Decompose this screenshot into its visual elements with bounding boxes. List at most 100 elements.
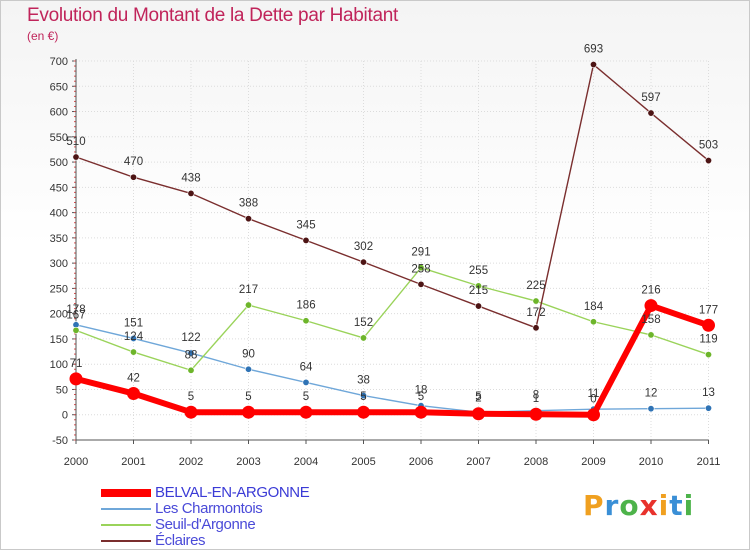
y-tick-label: 50 — [56, 384, 68, 396]
x-tick-label: 2007 — [466, 456, 490, 468]
data-point-0 — [127, 387, 140, 401]
data-label-2: 255 — [469, 265, 488, 277]
data-label-0: 177 — [699, 304, 718, 316]
legend-label: Éclaires — [155, 532, 206, 549]
data-point-1 — [130, 334, 138, 342]
x-tick-label: 2008 — [524, 456, 548, 468]
data-point-1 — [704, 404, 712, 412]
data-label-2: 225 — [526, 280, 545, 292]
data-point-3 — [245, 215, 253, 223]
data-point-0 — [472, 407, 485, 421]
data-label-0: 42 — [127, 373, 140, 385]
grid-lines — [75, 60, 709, 441]
data-label-0: 71 — [70, 358, 83, 370]
series-line-3 — [75, 63, 709, 329]
data-point-0 — [357, 405, 370, 419]
data-point-1 — [359, 392, 367, 400]
y-tick-label: 450 — [50, 182, 68, 194]
data-label-1: 64 — [300, 361, 313, 373]
x-tick-label: 2002 — [179, 456, 203, 468]
data-point-0 — [644, 299, 658, 313]
data-point-0 — [299, 405, 313, 419]
data-point-1 — [302, 378, 310, 386]
y-tick-label: 500 — [50, 157, 68, 169]
y-tick-label: 550 — [50, 132, 68, 144]
data-label-1: 178 — [66, 304, 85, 316]
data-point-3 — [130, 173, 138, 181]
data-label-0: 5 — [245, 391, 251, 403]
data-label-3: 438 — [181, 172, 200, 184]
legend: BELVAL-EN-ARGONNE Les Charmontois Seuil-d'… — [101, 485, 361, 549]
data-label-3: 388 — [239, 198, 258, 210]
x-tick-label: 2001 — [121, 456, 145, 468]
proxiti-logo: Proxiti — [583, 489, 694, 522]
data-label-3: 302 — [354, 241, 373, 253]
chart-title: Evolution du Montant de la Dette par Hab… — [27, 5, 398, 26]
logo-letter: x — [639, 489, 659, 522]
data-label-3: 258 — [411, 263, 430, 275]
legend-label: Les Charmontois — [155, 500, 263, 517]
data-label-2: 124 — [124, 331, 144, 343]
logo-letter: t — [669, 489, 684, 522]
data-label-2: 119 — [699, 334, 717, 346]
data-label-2: 217 — [239, 284, 258, 296]
x-tick-label: 2000 — [64, 456, 88, 468]
data-label-3: 510 — [66, 136, 85, 148]
data-label-1: 18 — [415, 385, 428, 397]
data-point-2 — [359, 334, 367, 342]
data-point-3 — [72, 153, 80, 161]
y-tick-labels: -50 0 50 100 150 200 250 300 350 400 450 500 550 600 6… — [50, 56, 68, 447]
data-point-0 — [69, 372, 83, 386]
data-label-0: 5 — [360, 391, 366, 403]
data-label-0: 5 — [188, 391, 194, 403]
x-tick-label: 2009 — [581, 456, 605, 468]
data-label-1: 11 — [588, 388, 600, 400]
data-point-2 — [474, 282, 482, 290]
data-label-1: 122 — [181, 332, 200, 344]
logo-letter: P — [583, 489, 605, 522]
data-label-3: 503 — [699, 140, 718, 152]
data-label-0: 0 — [590, 394, 596, 406]
data-point-2 — [532, 297, 540, 305]
legend-item: Les Charmontois — [101, 501, 361, 517]
data-label-2: 186 — [296, 300, 315, 312]
legend-item: Seuil-d'Argonne — [101, 517, 361, 533]
data-label-1: 13 — [702, 387, 715, 399]
data-label-0: 2 — [475, 393, 481, 405]
data-point-0 — [529, 407, 543, 421]
data-point-3 — [532, 324, 540, 332]
legend-swatch — [101, 489, 151, 497]
data-label-2: 158 — [641, 314, 660, 326]
data-point-2 — [72, 326, 80, 334]
data-label-3: 172 — [526, 307, 545, 319]
legend-item: Éclaires — [101, 533, 361, 549]
logo-letter: i — [683, 489, 695, 522]
legend-label: Seuil-d'Argonne — [155, 516, 256, 533]
logo-letter: r — [604, 489, 620, 522]
data-label-3: 693 — [584, 44, 603, 56]
data-label-2: 184 — [584, 301, 604, 313]
data-point-0 — [587, 408, 600, 422]
data-label-2: 291 — [411, 247, 430, 259]
data-point-2 — [130, 348, 138, 356]
data-label-1: 151 — [124, 317, 143, 329]
data-point-1 — [187, 349, 195, 357]
data-label-0: 216 — [641, 285, 660, 297]
y-tick-label: -50 — [52, 435, 68, 447]
axes — [72, 59, 709, 444]
y-tick-label: 400 — [50, 208, 68, 220]
data-point-1 — [245, 365, 253, 373]
data-label-3: 597 — [641, 92, 660, 104]
legend-swatch — [101, 508, 151, 510]
data-label-2: 152 — [354, 317, 373, 329]
data-point-3 — [359, 258, 367, 266]
data-label-0: 1 — [533, 393, 539, 405]
data-point-3 — [417, 280, 425, 288]
data-point-1 — [647, 405, 655, 413]
data-label-2: 88 — [185, 349, 198, 361]
data-label-1: 90 — [242, 348, 255, 360]
data-label-2: 167 — [66, 309, 85, 321]
data-label-0: 5 — [303, 391, 309, 403]
y-tick-label: 600 — [50, 107, 68, 119]
y-tick-label: 0 — [62, 410, 68, 422]
